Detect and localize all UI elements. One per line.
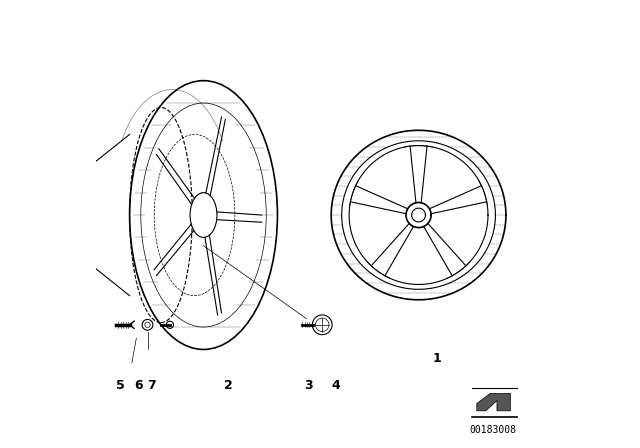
Text: 4: 4: [332, 379, 340, 392]
Text: 1: 1: [432, 352, 441, 365]
Text: 7: 7: [148, 379, 156, 392]
Polygon shape: [477, 393, 511, 411]
Text: 2: 2: [224, 379, 232, 392]
Text: 3: 3: [305, 379, 313, 392]
Text: 5: 5: [116, 379, 125, 392]
Text: 00183008: 00183008: [469, 425, 516, 435]
Text: 6: 6: [134, 379, 143, 392]
Ellipse shape: [190, 193, 217, 237]
